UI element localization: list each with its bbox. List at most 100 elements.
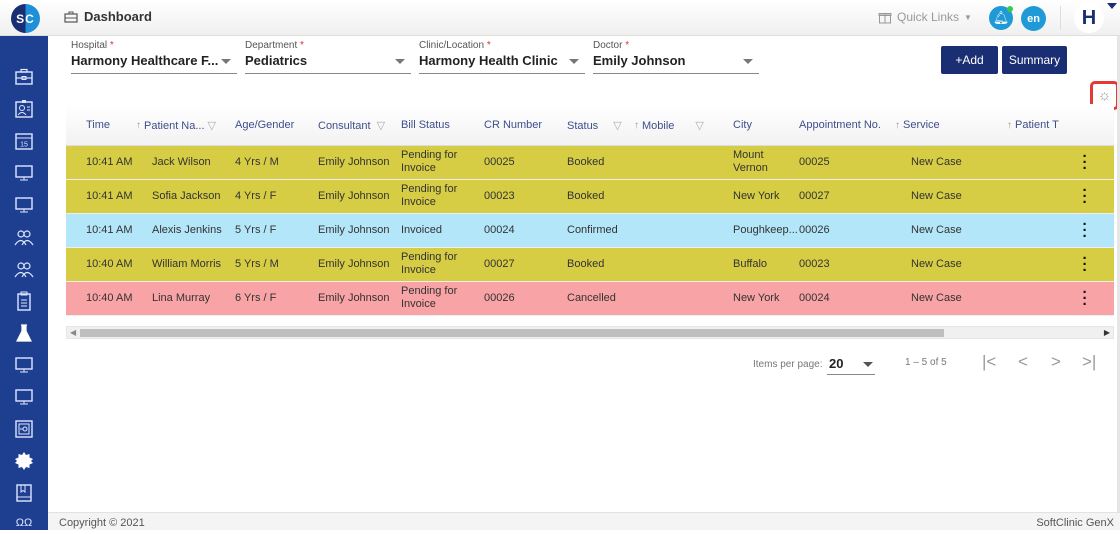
cell-age-gender: 4 Yrs / F [235, 190, 277, 202]
column-header-patient-name[interactable]: ↑ Patient Na... ▽ [136, 119, 217, 133]
users-icon[interactable] [13, 258, 35, 280]
quick-links-label: Quick Links [897, 10, 960, 24]
page-scrollbar[interactable] [1117, 36, 1120, 512]
department-select[interactable]: Department * Pediatrics [245, 40, 411, 74]
monitor-icon[interactable] [13, 194, 35, 216]
column-header-time[interactable]: Time [86, 119, 111, 131]
dropdown-arrow-icon[interactable] [863, 362, 873, 367]
gear-icon: ☼ [1097, 87, 1112, 104]
app-logo[interactable]: SC [11, 4, 40, 33]
glasses-icon[interactable]: ΩΩ [15, 517, 33, 529]
more-vert-icon[interactable]: · · · [1082, 216, 1088, 245]
table-row[interactable]: 10:41 AM Alexis Jenkins 5 Yrs / F Emily … [66, 214, 1114, 248]
users-icon[interactable] [13, 226, 35, 248]
table-row[interactable]: 10:40 AM Lina Murray 6 Yrs / F Emily Joh… [66, 282, 1114, 316]
required-mark: * [300, 40, 304, 51]
cell-time: 10:41 AM [86, 190, 133, 202]
column-header-age-gender[interactable]: Age/Gender [235, 119, 295, 131]
more-vert-icon[interactable]: · · · [1082, 148, 1088, 177]
column-header-cr-number[interactable]: CR Number [484, 119, 543, 131]
hospital-select[interactable]: Hospital * Harmony Healthcare F... [71, 40, 237, 74]
cell-time: 10:41 AM [86, 224, 133, 236]
table-row[interactable]: 10:41 AM Sofia Jackson 4 Yrs / F Emily J… [66, 180, 1114, 214]
column-header-mobile[interactable]: ↑ Mobile ▽ [634, 119, 704, 133]
caret-down-icon[interactable] [1107, 3, 1117, 9]
doctor-label: Doctor [593, 40, 623, 51]
more-vert-icon[interactable]: · · · [1082, 250, 1088, 279]
filter-icon[interactable]: ▽ [373, 120, 386, 132]
page-title-wrap: Dashboard [64, 9, 152, 24]
next-page-icon[interactable]: > [1051, 352, 1061, 371]
scrollbar-thumb[interactable] [80, 329, 944, 337]
first-page-icon[interactable]: |< [982, 352, 997, 371]
doctor-select[interactable]: Doctor * Emily Johnson [593, 40, 759, 74]
scroll-left-icon[interactable]: ◀ [70, 328, 77, 337]
column-header-service[interactable]: ↑ Service [895, 119, 940, 131]
table-row[interactable]: 10:41 AM Jack Wilson 4 Yrs / M Emily Joh… [66, 146, 1114, 180]
calendar-icon[interactable]: 15 [13, 130, 35, 152]
sidebar: 15 ΩΩ [0, 36, 48, 530]
hospital-label: Hospital [71, 40, 108, 51]
notifications-button[interactable]: 🔔︎ [989, 6, 1013, 30]
column-header-appointment-no[interactable]: Appointment No. [799, 119, 881, 131]
cell-patient: Alexis Jenkins [152, 224, 222, 236]
cell-appointment-no: 00027 [799, 190, 830, 202]
filter-icon[interactable]: ▽ [613, 120, 622, 132]
cell-city: Poughkeep... [733, 224, 798, 236]
dropdown-arrow-icon [395, 59, 405, 64]
items-per-page-select[interactable]: 20 [829, 356, 844, 371]
cell-status: Booked [567, 190, 605, 202]
safe-icon[interactable] [13, 418, 35, 440]
clipboard-icon[interactable] [13, 290, 35, 312]
last-page-icon[interactable]: >| [1082, 352, 1097, 371]
cell-appointment-no: 00023 [799, 258, 830, 270]
monitor-icon[interactable] [13, 354, 35, 376]
table-row[interactable]: 10:40 AM William Morris 5 Yrs / M Emily … [66, 248, 1114, 282]
sort-arrow-icon: ↑ [895, 119, 900, 131]
id-badge-icon[interactable] [13, 98, 35, 120]
user-avatar[interactable]: H [1074, 3, 1104, 33]
column-header-patient-type[interactable]: ↑ Patient T [1007, 119, 1059, 131]
clinic-select[interactable]: Clinic/Location * Harmony Health Clinic [419, 40, 585, 74]
more-vert-icon[interactable]: · · · [1082, 284, 1088, 313]
column-header-city[interactable]: City [733, 119, 752, 131]
footer: Copyright © 2021 SoftClinic GenX [48, 512, 1120, 530]
page-title: Dashboard [84, 9, 152, 24]
cell-appointment-no: 00025 [799, 156, 830, 168]
briefcase-icon [64, 11, 78, 23]
previous-page-icon[interactable]: < [1018, 352, 1028, 371]
language-button[interactable]: en [1021, 6, 1046, 31]
cell-status: Confirmed [567, 224, 618, 236]
add-button[interactable]: +Add [941, 46, 998, 74]
quick-links-menu[interactable]: Quick Links ▼ [878, 10, 972, 24]
column-header-bill-status[interactable]: Bill Status [401, 119, 450, 131]
monitor-icon[interactable] [13, 386, 35, 408]
required-mark: * [486, 40, 491, 51]
cell-city: Buffalo [733, 258, 768, 270]
gift-icon [878, 13, 892, 24]
monitor-icon[interactable] [13, 162, 35, 184]
summary-button[interactable]: Summary [1002, 46, 1067, 74]
cell-bill-status: Pending for Invoice [401, 149, 458, 174]
badge-gear-icon[interactable] [13, 450, 35, 472]
cell-service: New Case [911, 190, 962, 202]
cell-consultant: Emily Johnson [318, 190, 390, 202]
filter-icon[interactable]: ▽ [695, 120, 704, 132]
filter-icon[interactable]: ▽ [207, 120, 217, 132]
doctor-value: Emily Johnson [593, 53, 686, 68]
cell-age-gender: 4 Yrs / M [235, 156, 279, 168]
divider [1060, 6, 1061, 30]
cell-service: New Case [911, 224, 962, 236]
cell-service: New Case [911, 292, 962, 304]
horizontal-scrollbar[interactable]: ◀ ▶ [66, 326, 1114, 339]
column-header-status[interactable]: Status ▽ [567, 119, 622, 133]
clinic-label: Clinic/Location [419, 40, 485, 51]
more-vert-icon[interactable]: · · · [1082, 182, 1088, 211]
book-icon[interactable] [13, 482, 35, 504]
select-underline [827, 374, 875, 375]
flask-icon[interactable] [13, 322, 35, 344]
scroll-right-icon[interactable]: ▶ [1103, 328, 1110, 337]
column-header-consultant[interactable]: Consultant ▽ [318, 119, 386, 133]
briefcase-icon[interactable] [13, 66, 35, 88]
copyright-text: Copyright © 2021 [59, 517, 145, 529]
